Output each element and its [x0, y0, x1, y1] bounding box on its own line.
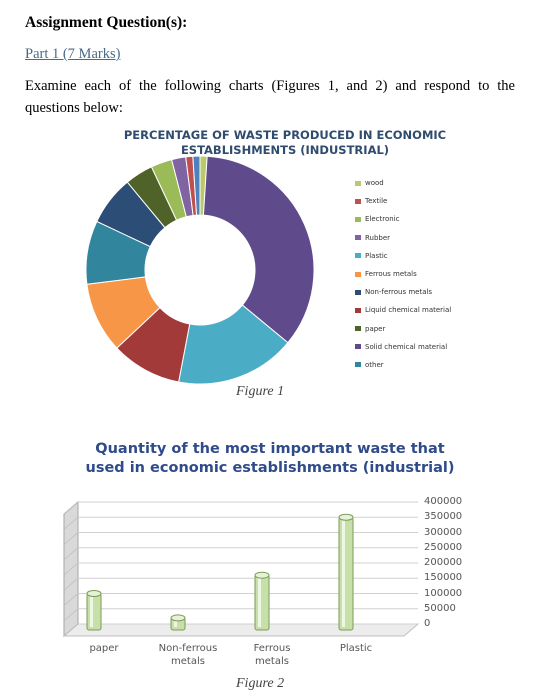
figure-2-caption: Figure 2 — [236, 676, 285, 691]
legend-label: Electronic — [365, 215, 400, 224]
legend-item: Ferrous metals — [355, 265, 451, 283]
y-tick-label: 350000 — [424, 511, 463, 523]
legend-item: Rubber — [355, 229, 451, 247]
legend-label: Plastic — [365, 251, 388, 260]
y-tick-label: 200000 — [424, 557, 463, 568]
legend-item: Textile — [355, 192, 451, 210]
legend-item: Non-ferrous metals — [355, 283, 451, 301]
legend-label: Ferrous metals — [365, 270, 417, 279]
y-tick-label: 300000 — [424, 526, 463, 538]
x-tick-label: Non-ferrous metals — [158, 643, 218, 667]
gridline-wall — [63, 516, 79, 530]
legend-label: Non-ferrous metals — [365, 288, 433, 297]
gridline-wall — [63, 593, 79, 606]
gridline-wall — [63, 608, 79, 622]
figure-1-chart: PERCENTAGE OF WASTE PRODUCED IN ECONOMIC… — [80, 128, 490, 388]
donut-slice — [192, 155, 201, 216]
y-tick-label: 250000 — [424, 541, 463, 553]
legend-item: Plastic — [355, 247, 451, 265]
y-tick-label: 50000 — [424, 602, 456, 614]
bar — [254, 574, 270, 631]
legend-item: Electronic — [355, 210, 451, 228]
legend-swatch — [355, 271, 361, 277]
legend-swatch — [355, 180, 361, 186]
legend-item: paper — [355, 320, 451, 338]
bar — [338, 516, 354, 631]
legend-label: Textile — [365, 197, 388, 206]
chart-legend: wood Textile Electronic Rubber Plastic Ferrou… — [355, 174, 451, 374]
bar-top — [338, 513, 354, 521]
legend-item: other — [355, 356, 451, 374]
chart-title: PERCENTAGE OF WASTE PRODUCED IN ECONOMIC… — [123, 128, 447, 157]
legend-label: Solid chemical material — [365, 342, 448, 351]
y-tick-label: 400000 — [424, 496, 463, 507]
bar-top — [86, 590, 102, 597]
bar-highlight — [258, 578, 261, 627]
legend-swatch — [355, 235, 361, 241]
legend-item: Liquid chemical material — [355, 301, 451, 319]
legend-item: Solid chemical material — [355, 338, 451, 356]
legend-swatch — [355, 289, 361, 295]
legend-swatch — [355, 307, 361, 313]
bar-top — [254, 571, 270, 579]
bar-highlight — [90, 596, 93, 627]
chart-side-wall — [63, 500, 79, 638]
bar — [170, 617, 186, 631]
gridline-wall — [63, 562, 79, 576]
bar — [86, 593, 102, 631]
chart-title: Quantity of the most important waste tha… — [85, 441, 455, 476]
legend-swatch — [355, 362, 361, 368]
y-tick-label: 150000 — [424, 572, 463, 584]
donut-chart — [85, 155, 315, 385]
donut-slice — [202, 155, 315, 344]
legend-label: Liquid chemical material — [365, 306, 452, 315]
y-tick-label: 100000 — [424, 587, 463, 599]
x-tick-label: Plastic — [339, 643, 373, 654]
legend-swatch — [355, 253, 361, 259]
x-tick-label: Ferrous metals — [253, 643, 291, 667]
gridline-wall — [63, 577, 79, 591]
gridline-wall — [63, 623, 79, 637]
bar-top — [170, 614, 186, 622]
y-tick-label: 0 — [424, 618, 431, 629]
legend-label: Rubber — [365, 233, 391, 242]
part-label: Part 1 (7 Marks) — [25, 46, 121, 62]
gridline-wall — [63, 547, 79, 561]
legend-label: other — [365, 360, 384, 369]
gridline-wall — [63, 532, 79, 545]
legend-label: wood — [365, 179, 384, 188]
legend-swatch — [355, 344, 361, 350]
assignment-heading: Assignment Question(s): — [25, 14, 188, 31]
legend-swatch — [355, 216, 361, 222]
figure-1-caption: Figure 1 — [236, 384, 285, 399]
instructions-text: Examine each of the following charts (Fi… — [25, 78, 515, 116]
legend-item: wood — [355, 174, 451, 192]
bar-highlight — [342, 520, 345, 627]
bar-highlight — [174, 620, 177, 627]
legend-swatch — [355, 326, 361, 332]
gridline-wall — [63, 501, 79, 515]
chart-floor — [62, 623, 420, 637]
legend-label: paper — [365, 324, 386, 333]
legend-swatch — [355, 198, 361, 204]
x-tick-label: paper — [89, 643, 119, 654]
